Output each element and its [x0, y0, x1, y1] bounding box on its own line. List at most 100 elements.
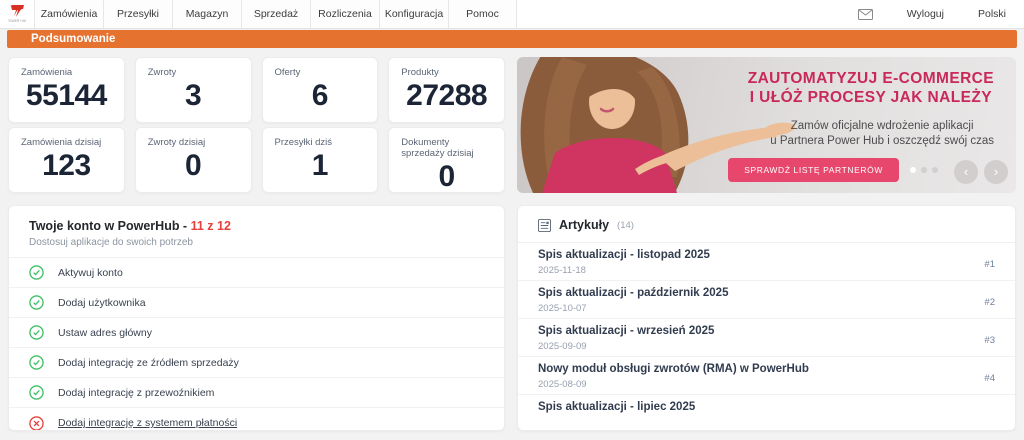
banner-subtext-line2: u Partnera Power Hub i oszczędź swój cza…	[770, 135, 994, 147]
carousel-dot-1[interactable]	[910, 167, 916, 173]
task-row-integracja-platnosci[interactable]: Dodaj integrację z systemem płatności	[9, 408, 504, 430]
check-circle-icon	[29, 355, 44, 370]
banner-headline-line2: I UŁÓŻ PROCESY JAK NALEŻY	[749, 89, 992, 106]
task-row-dodaj-uzytkownika: Dodaj użytkownika	[9, 288, 504, 318]
account-title-text: Twoje konto w PowerHub -	[29, 219, 188, 233]
envelope-icon[interactable]	[857, 8, 873, 20]
task-label: Ustaw adres główny	[58, 326, 152, 339]
task-row-ustaw-adres: Ustaw adres główny	[9, 318, 504, 348]
stat-value: 0	[438, 160, 456, 193]
task-link[interactable]: Dodaj integrację z systemem płatności	[58, 417, 238, 429]
nav-item-przesylki[interactable]: Przesyłki	[103, 0, 172, 28]
stat-value: 3	[185, 79, 202, 112]
stat-label: Oferty	[274, 67, 301, 78]
carousel-dot-3[interactable]	[932, 167, 938, 173]
stat-value: 123	[42, 149, 91, 182]
carousel-next-icon[interactable]: ›	[984, 160, 1008, 184]
article-title: Spis aktualizacji - październik 2025	[538, 287, 729, 299]
nav-item-sprzedaz[interactable]: Sprzedaż	[241, 0, 310, 28]
articles-card: Artykuły (14) Spis aktualizacji - listop…	[517, 205, 1016, 431]
article-date: 2025-08-09	[538, 379, 587, 390]
account-card-subtitle: Dostosuj aplikacje do swoich potrzeb	[29, 237, 193, 248]
promo-banner-carousel[interactable]: ZAUTOMATYZUJ E-COMMERCE I UŁÓŻ PROCESY J…	[517, 57, 1016, 193]
language-selector[interactable]: Polski	[977, 8, 1006, 20]
nav-item-pomoc[interactable]: Pomoc	[448, 0, 517, 28]
stat-card-zamowienia: Zamówienia 55144	[8, 57, 125, 123]
check-circle-icon	[29, 265, 44, 280]
nav-item-zamowienia[interactable]: Zamówienia	[34, 0, 103, 28]
banner-model-illustration	[520, 57, 795, 193]
task-row-integracja-zrodlo-sprzedazy: Dodaj integrację ze źródłem sprzedaży	[9, 348, 504, 378]
nav-item-magazyn[interactable]: Magazyn	[172, 0, 241, 28]
stat-card-zamowienia-dzisiaj: Zamówienia dzisiaj 123	[8, 127, 125, 193]
stat-value: 6	[311, 79, 329, 112]
article-index: #3	[984, 335, 995, 346]
account-card-header: Twoje konto w PowerHub - 11 z 12 Dostosu…	[9, 206, 504, 258]
article-main: Nowy moduł obsługi zwrotów (RMA) w Power…	[538, 363, 809, 394]
content: Zamówienia 55144 Zwroty 3 Oferty 6 Produ…	[0, 48, 1024, 431]
account-card-title: Twoje konto w PowerHub - 11 z 12	[29, 219, 484, 233]
stat-label: Produkty	[401, 67, 439, 78]
account-progress: 11 z 12	[190, 219, 231, 233]
stat-card-dokumenty-sprzedazy: Dokumenty sprzedaży dzisiaj 0	[388, 127, 505, 193]
stat-card-produkty: Produkty 27288	[388, 57, 505, 123]
top-bar: POWER HUB Zamówienia Przesyłki Magazyn S…	[0, 0, 1024, 29]
top-bar-right: Wyloguj Polski	[857, 0, 1024, 28]
stat-value: 27288	[406, 79, 488, 112]
task-label: Dodaj integrację z przewoźnikiem	[58, 386, 215, 399]
article-index: #4	[984, 373, 995, 384]
logout-link[interactable]: Wyloguj	[906, 8, 944, 20]
stat-label: Dokumenty sprzedaży dzisiaj	[401, 137, 474, 159]
page-title: Podsumowanie	[7, 30, 1017, 48]
powerhub-logo[interactable]: POWER HUB	[0, 0, 34, 28]
article-date: 2025-10-07	[538, 303, 587, 314]
carousel-dots	[910, 167, 938, 173]
stat-label: Zamówienia dzisiaj	[21, 137, 102, 148]
article-index: #2	[984, 297, 995, 308]
task-label: Aktywuj konto	[58, 266, 123, 279]
articles-icon	[538, 218, 551, 232]
carousel-dot-2[interactable]	[921, 167, 927, 173]
carousel-arrows: ‹ ›	[954, 160, 1008, 184]
x-circle-icon	[29, 415, 44, 430]
task-label: Dodaj użytkownika	[58, 296, 146, 309]
article-row-lipiec[interactable]: Spis aktualizacji - lipiec 2025	[518, 395, 1015, 430]
article-title: Spis aktualizacji - lipiec 2025	[538, 401, 696, 413]
article-row-rma[interactable]: Nowy moduł obsługi zwrotów (RMA) w Power…	[518, 357, 1015, 395]
powerhub-logo-icon: POWER HUB	[8, 5, 26, 23]
article-row-listopad[interactable]: Spis aktualizacji - listopad 2025 2025-1…	[518, 243, 1015, 281]
stat-card-przesylki-dzis: Przesyłki dziś 1	[261, 127, 379, 193]
task-label: Dodaj integrację ze źródłem sprzedaży	[58, 356, 239, 369]
check-circle-icon	[29, 385, 44, 400]
articles-card-header: Artykuły (14)	[518, 206, 1015, 243]
articles-count: (14)	[617, 219, 634, 231]
article-title: Spis aktualizacji - wrzesień 2025	[538, 325, 715, 337]
task-row-aktywuj-konto: Aktywuj konto	[9, 258, 504, 288]
banner-headline-line1: ZAUTOMATYZUJ E-COMMERCE	[747, 70, 994, 87]
article-date: 2025-09-09	[538, 341, 587, 352]
account-checklist-card: Twoje konto w PowerHub - 11 z 12 Dostosu…	[8, 205, 505, 431]
main-nav: Zamówienia Przesyłki Magazyn Sprzedaż Ro…	[34, 0, 517, 28]
article-main: Spis aktualizacji - wrzesień 2025 2025-0…	[538, 325, 714, 356]
check-partners-button[interactable]: SPRAWDŹ LISTĘ PARTNERÓW	[728, 158, 899, 182]
stat-value: 0	[185, 149, 202, 182]
article-row-pazdziernik[interactable]: Spis aktualizacji - październik 2025 202…	[518, 281, 1015, 319]
articles-title: Artykuły	[559, 218, 610, 232]
stat-card-zwroty: Zwroty 3	[134, 57, 252, 123]
banner-subtext-line1: Zamów oficjalne wdrożenie aplikacji	[790, 120, 974, 132]
check-circle-icon	[29, 295, 44, 310]
article-main: Spis aktualizacji - październik 2025 202…	[538, 287, 728, 318]
article-index: #1	[984, 259, 995, 270]
nav-item-konfiguracja[interactable]: Konfiguracja	[379, 0, 448, 28]
stat-card-oferty: Oferty 6	[261, 57, 379, 123]
carousel-prev-icon[interactable]: ‹	[954, 160, 978, 184]
banner-subtext: Zamów oficjalne wdrożenie aplikacji u Pa…	[770, 119, 994, 149]
stat-card-zwroty-dzisiaj: Zwroty dzisiaj 0	[134, 127, 252, 193]
task-row-integracja-przewoznik: Dodaj integrację z przewoźnikiem	[9, 378, 504, 408]
nav-item-rozliczenia[interactable]: Rozliczenia	[310, 0, 379, 28]
article-date: 2025-11-18	[538, 265, 586, 276]
left-column: Zamówienia 55144 Zwroty 3 Oferty 6 Produ…	[8, 57, 505, 431]
article-row-wrzesien[interactable]: Spis aktualizacji - wrzesień 2025 2025-0…	[518, 319, 1015, 357]
stat-label: Zwroty dzisiaj	[147, 137, 206, 148]
article-title: Spis aktualizacji - listopad 2025	[538, 249, 710, 261]
